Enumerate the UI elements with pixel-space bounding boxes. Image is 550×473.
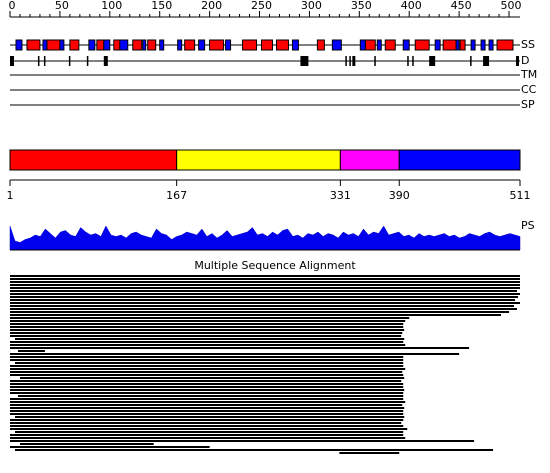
alignment-title: Multiple Sequence Alignment (194, 259, 356, 272)
ruler-label: 500 (501, 0, 522, 12)
ruler-label: 150 (151, 0, 172, 12)
domain-label: 1 (7, 189, 14, 202)
strand (159, 39, 165, 51)
helix (69, 39, 80, 51)
helix (96, 39, 105, 51)
disorder-region (68, 56, 71, 66)
helix (316, 39, 325, 51)
disorder-region (516, 56, 520, 66)
strand (402, 39, 410, 51)
ruler-label: 50 (55, 0, 69, 12)
helix (261, 39, 273, 51)
disorder-region (349, 56, 351, 66)
track-label: TM (520, 68, 537, 81)
strand (103, 39, 111, 51)
strand (59, 39, 65, 51)
disorder-region (483, 56, 490, 66)
strand (198, 39, 206, 51)
ruler-label: 450 (451, 0, 472, 12)
disorder-region (43, 56, 46, 66)
ruler-label: 0 (9, 0, 16, 12)
ruler-label: 300 (301, 0, 322, 12)
domain-label: 390 (389, 189, 410, 202)
strand (488, 39, 494, 51)
disorder-region (429, 56, 436, 66)
ruler-label: 350 (351, 0, 372, 12)
strand (119, 39, 129, 51)
helix (384, 39, 396, 51)
ps-profile (9, 225, 521, 251)
track-label: D (521, 54, 529, 67)
domain (339, 149, 400, 171)
helix (364, 39, 376, 51)
strand (291, 39, 299, 51)
disorder-region (412, 56, 414, 66)
ruler-label: 250 (251, 0, 272, 12)
disorder-region (407, 56, 409, 66)
strand (88, 39, 96, 51)
strand (225, 39, 232, 51)
strand (376, 39, 382, 51)
helix (132, 39, 143, 51)
domain (398, 149, 521, 171)
domain-label: 331 (330, 189, 351, 202)
ruler-label: 200 (201, 0, 222, 12)
helix (209, 39, 225, 51)
track-label: CC (521, 83, 537, 96)
strand (470, 39, 476, 51)
track-label: SS (521, 38, 535, 51)
domain (176, 149, 341, 171)
disorder-region (374, 56, 376, 66)
helix (242, 39, 258, 51)
helix (459, 39, 466, 51)
disorder-region (86, 56, 89, 66)
domain (9, 149, 178, 171)
strand (359, 39, 366, 51)
ruler-label: 400 (401, 0, 422, 12)
strand (331, 39, 342, 51)
helix (414, 39, 430, 51)
strand (142, 39, 147, 51)
disorder-region (103, 56, 108, 66)
disorder-region (352, 56, 356, 66)
helix (184, 39, 196, 51)
strand (480, 39, 486, 51)
helix (147, 39, 157, 51)
track-label: SP (521, 98, 535, 111)
disorder-region (10, 56, 14, 66)
strand (455, 39, 460, 51)
strand (177, 39, 183, 51)
domain-label: 511 (510, 189, 531, 202)
disorder-region (300, 56, 309, 66)
ruler-label: 100 (101, 0, 122, 12)
ps-label: PS (521, 219, 535, 232)
disorder-region (345, 56, 347, 66)
helix (275, 39, 289, 51)
disorder-region (37, 56, 40, 66)
strand (42, 39, 48, 51)
helix (26, 39, 41, 51)
helix (442, 39, 457, 51)
helix (46, 39, 61, 51)
helix (496, 39, 514, 51)
strand (434, 39, 441, 51)
disorder-region (470, 56, 472, 66)
strand (15, 39, 23, 51)
domain-label: 167 (166, 189, 187, 202)
